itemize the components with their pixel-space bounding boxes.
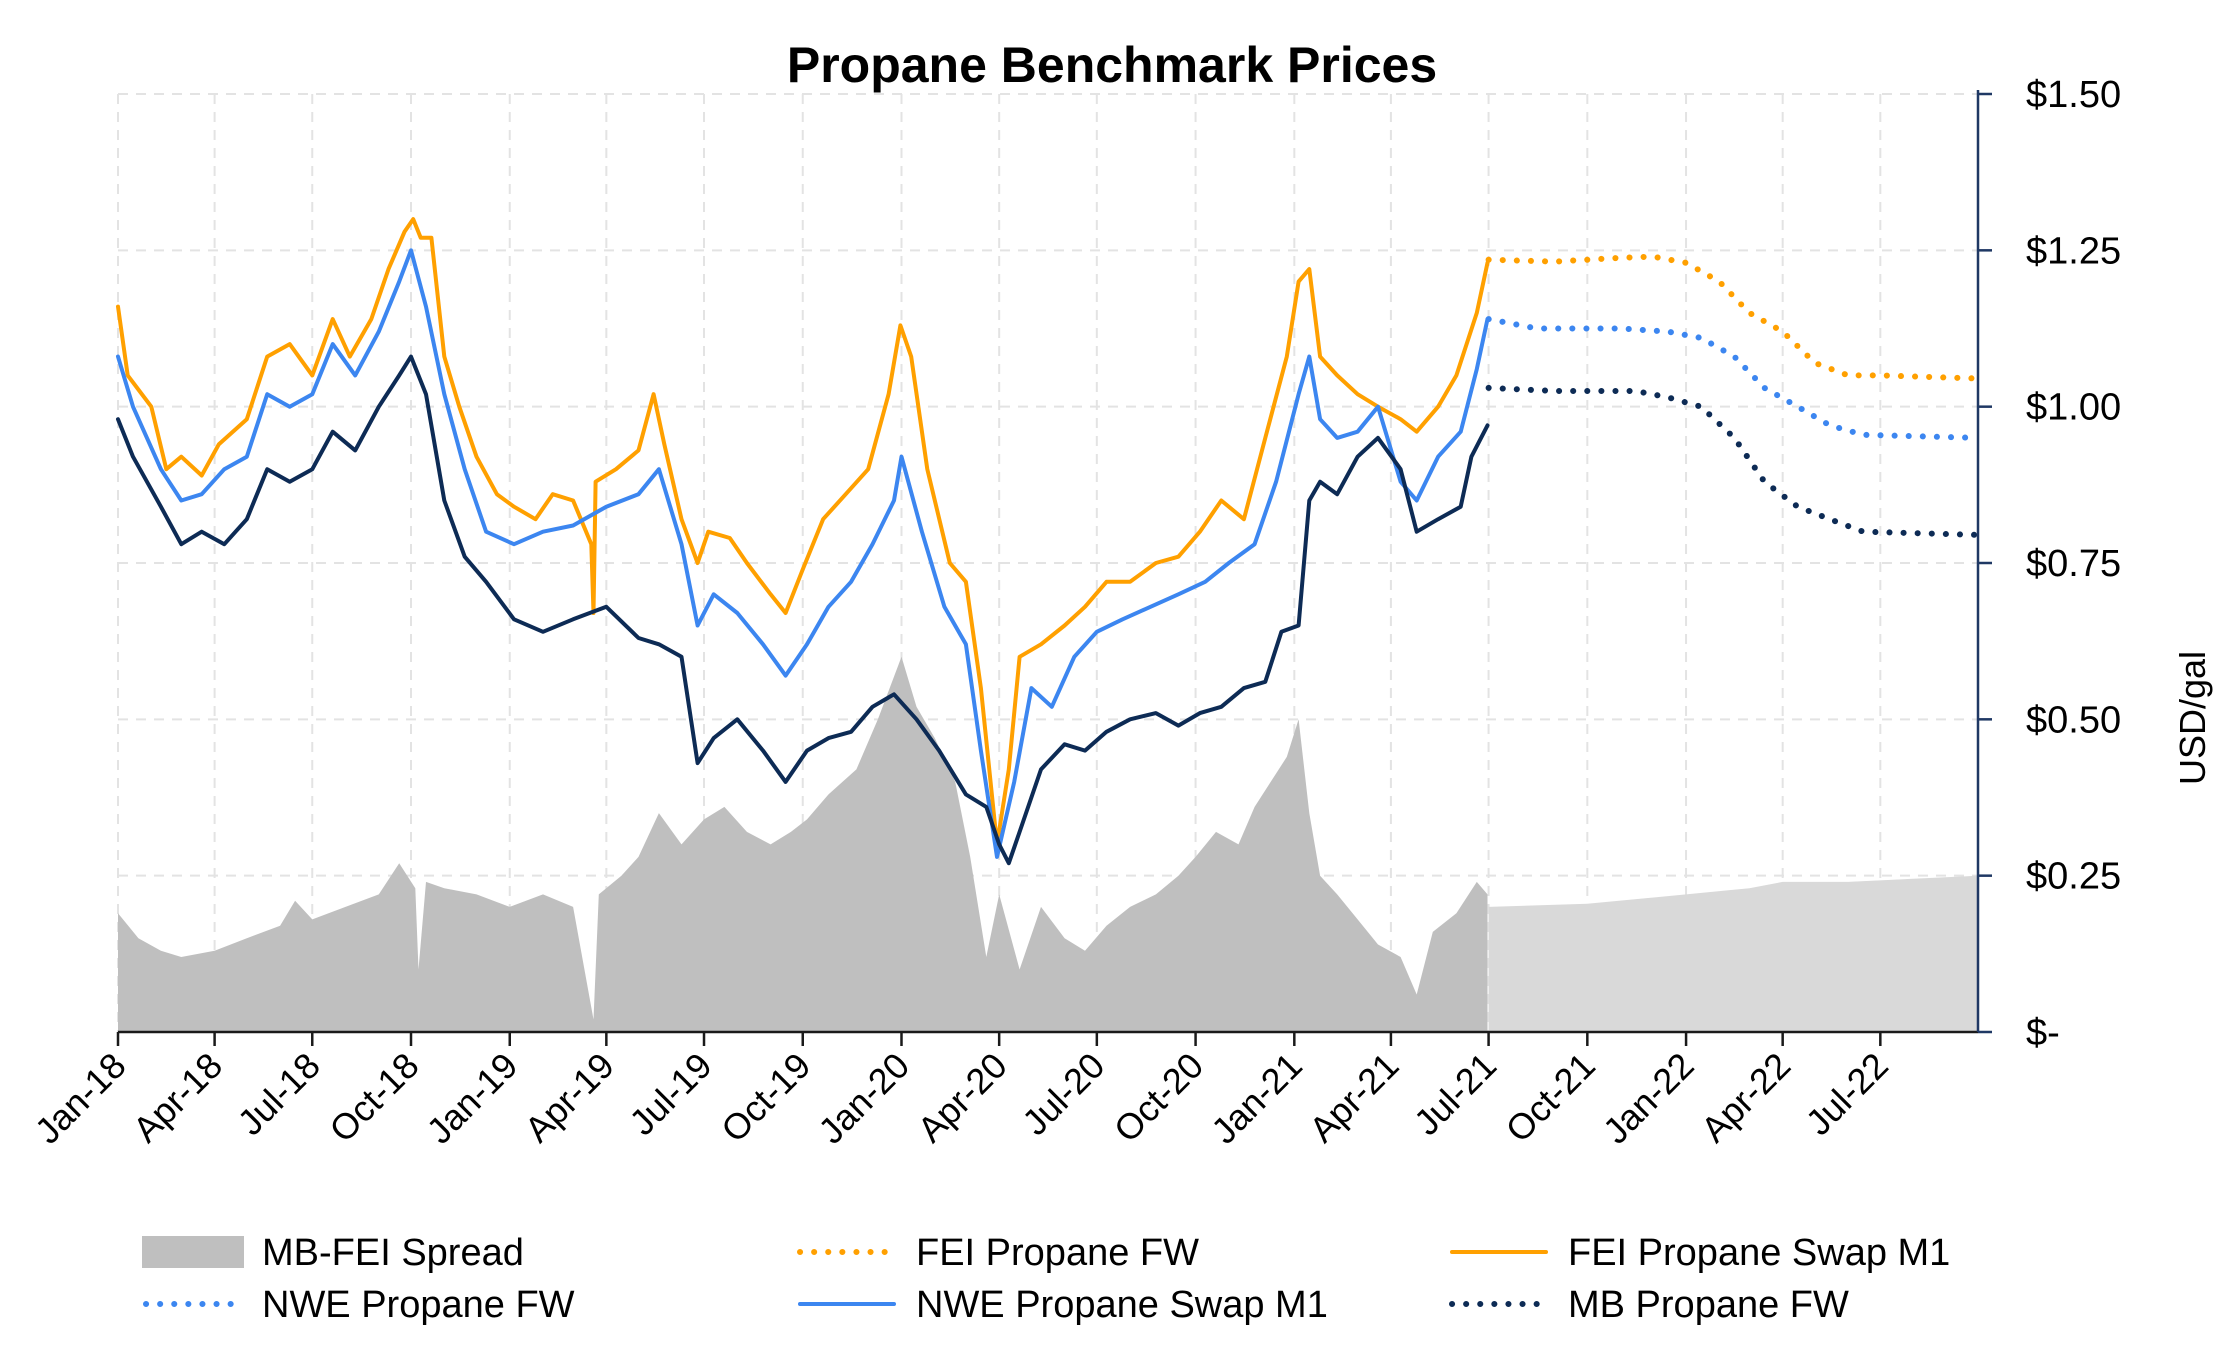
legend-item: NWE Propane Swap M1 bbox=[798, 1284, 1328, 1326]
legend-label: MB-FEI Spread bbox=[262, 1232, 524, 1274]
series-mb-propane-swap-m1-line bbox=[116, 354, 1490, 866]
y-tick-label: $- bbox=[2026, 1012, 2060, 1054]
legend-label: NWE Propane FW bbox=[262, 1284, 575, 1326]
y-tick-label: $1.50 bbox=[2026, 74, 2121, 116]
y-tick-label: $0.75 bbox=[2026, 543, 2121, 585]
legend-item: FEI Propane FW bbox=[797, 1232, 1199, 1274]
legend: MB-FEI Spread FEI Propane FW FEI Propane S… bbox=[142, 1232, 1950, 1326]
legend-label: MB Propane FW bbox=[1568, 1284, 1849, 1326]
legend-item: NWE Propane FW bbox=[143, 1284, 575, 1326]
legend-item: MB Propane FW bbox=[1449, 1284, 1849, 1326]
legend-label: FEI Propane Swap M1 bbox=[1568, 1232, 1950, 1274]
y-axis-label: USD/gal bbox=[2172, 651, 2213, 785]
y-tick-label: $0.50 bbox=[2026, 699, 2121, 741]
series-mb-fei-spread-area bbox=[118, 656, 1488, 1032]
legend-item: FEI Propane Swap M1 bbox=[1450, 1232, 1950, 1274]
y-tick-label: $1.00 bbox=[2026, 387, 2121, 429]
legend-swatch-area bbox=[142, 1236, 244, 1268]
series-nwe-propane-fw-line bbox=[1485, 316, 1981, 441]
spread-area-layer bbox=[118, 656, 1978, 1032]
series-fei-propane-swap-m1-line bbox=[116, 217, 1490, 847]
y-tick-label: $1.25 bbox=[2026, 230, 2121, 272]
series-line-layer bbox=[116, 217, 1981, 866]
legend-label: NWE Propane Swap M1 bbox=[916, 1284, 1328, 1326]
series-nwe-propane-swap-m1-line bbox=[116, 248, 1490, 859]
y-tick-label: $0.25 bbox=[2026, 856, 2121, 898]
series-mb-fei-spread-forward-area bbox=[1488, 875, 1978, 1032]
legend-label: FEI Propane FW bbox=[916, 1232, 1199, 1274]
chart-title: Propane Benchmark Prices bbox=[787, 37, 1437, 93]
legend-item: MB-FEI Spread bbox=[142, 1232, 524, 1274]
